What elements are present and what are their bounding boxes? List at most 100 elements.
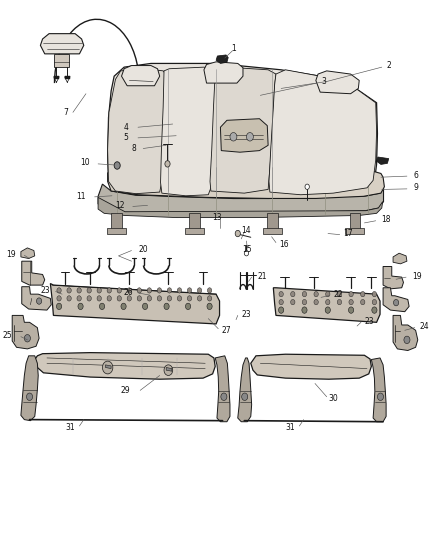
Circle shape [167,296,172,301]
Text: 24: 24 [419,322,429,331]
Circle shape [77,288,81,293]
Circle shape [167,288,172,293]
Polygon shape [35,353,215,379]
Circle shape [78,303,83,310]
Circle shape [302,307,307,313]
Text: 19: 19 [412,272,422,280]
Text: 4: 4 [124,123,128,132]
Circle shape [97,296,101,301]
Polygon shape [21,356,38,421]
Text: 18: 18 [381,215,390,224]
Circle shape [87,288,92,293]
Circle shape [337,292,342,297]
Polygon shape [273,288,380,322]
Circle shape [349,292,353,297]
Circle shape [107,296,111,301]
Circle shape [142,303,148,310]
Circle shape [244,251,249,256]
Polygon shape [238,358,252,422]
Circle shape [279,307,284,313]
Polygon shape [54,76,59,79]
Circle shape [187,288,192,293]
Polygon shape [269,70,377,195]
Polygon shape [65,76,70,79]
Circle shape [157,296,162,301]
Circle shape [87,296,92,301]
Circle shape [314,292,318,297]
Text: 30: 30 [329,394,339,403]
Text: 6: 6 [413,171,418,180]
Circle shape [208,296,212,301]
Circle shape [177,288,182,293]
Text: 20: 20 [139,245,148,254]
Circle shape [27,393,32,400]
Polygon shape [22,261,45,285]
Circle shape [279,292,283,297]
Circle shape [177,296,182,301]
Circle shape [325,307,330,313]
Circle shape [102,361,113,374]
Polygon shape [251,354,371,379]
Text: 10: 10 [80,158,89,167]
Circle shape [121,303,126,310]
Circle shape [57,288,61,293]
Polygon shape [393,253,407,264]
Polygon shape [383,266,403,289]
Text: 14: 14 [241,226,251,235]
Circle shape [349,307,354,313]
Circle shape [187,296,192,301]
Polygon shape [12,316,39,349]
Polygon shape [54,54,70,67]
Polygon shape [22,287,51,310]
Circle shape [404,336,410,344]
Circle shape [198,288,202,293]
Polygon shape [107,228,126,233]
Text: 5: 5 [124,133,128,142]
Text: 22: 22 [333,290,343,299]
Polygon shape [267,213,278,229]
Circle shape [147,288,152,293]
Circle shape [360,292,365,297]
Polygon shape [50,284,219,324]
Polygon shape [108,63,378,198]
Text: 12: 12 [116,201,125,211]
Circle shape [137,288,141,293]
Circle shape [360,300,365,305]
Circle shape [107,288,111,293]
Text: 15: 15 [243,245,252,254]
Text: 23: 23 [364,317,374,326]
Polygon shape [98,184,384,213]
Polygon shape [210,68,276,193]
Polygon shape [111,213,121,229]
Polygon shape [108,69,168,193]
Circle shape [247,133,254,141]
Polygon shape [121,66,160,86]
Polygon shape [383,288,409,312]
Circle shape [302,292,307,297]
Polygon shape [161,67,216,196]
Circle shape [117,296,121,301]
Circle shape [198,296,202,301]
Polygon shape [108,165,385,198]
Circle shape [378,393,384,400]
Circle shape [337,300,342,305]
Circle shape [185,303,191,310]
Circle shape [99,303,105,310]
Polygon shape [21,248,35,259]
Circle shape [67,288,71,293]
Circle shape [165,161,170,167]
Circle shape [325,292,330,297]
Polygon shape [40,34,84,54]
Polygon shape [393,316,418,351]
Polygon shape [215,356,230,422]
Circle shape [314,300,318,305]
Circle shape [164,303,169,310]
Text: 25: 25 [3,331,12,340]
Polygon shape [371,358,386,422]
Circle shape [302,300,307,305]
Circle shape [235,230,240,237]
Circle shape [291,292,295,297]
Text: 7: 7 [63,108,68,117]
Circle shape [127,288,131,293]
Text: 23: 23 [41,286,50,295]
